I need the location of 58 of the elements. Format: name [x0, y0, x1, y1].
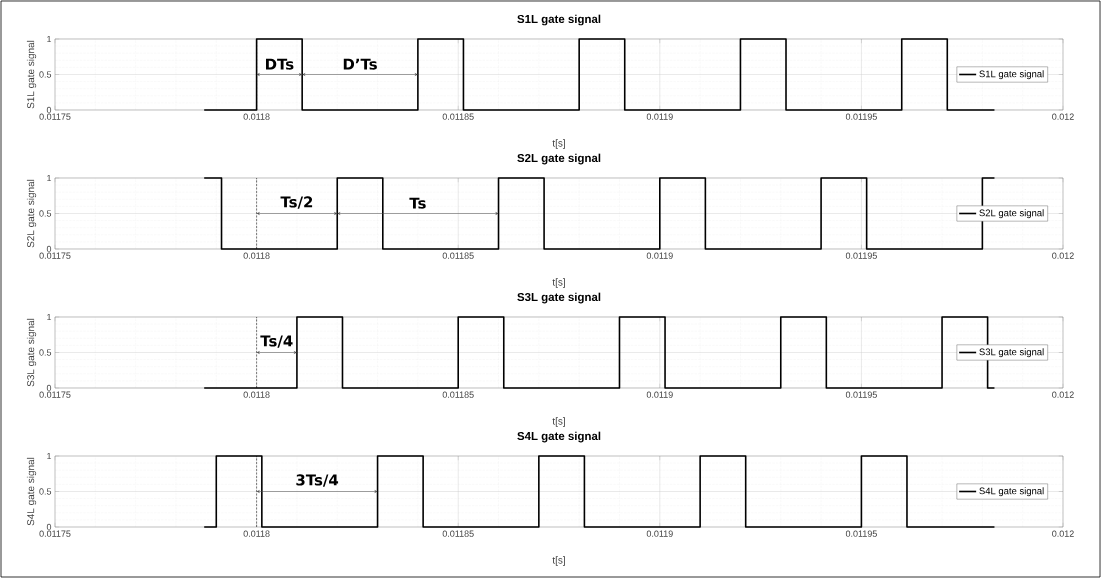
x-tick-label: 0.012 — [1052, 113, 1074, 120]
annotation: D’Ts — [343, 58, 377, 70]
x-tick-label: 0.01175 — [39, 530, 71, 537]
chart-title: S2L gate signal — [517, 153, 601, 165]
y-tick-label: 1 — [47, 174, 52, 182]
annotation: DTs — [266, 58, 294, 70]
x-axis-title: t[s] — [552, 417, 565, 427]
chart-title: S1L gate signal — [517, 14, 601, 26]
x-axis-title: t[s] — [552, 556, 565, 566]
x-tick-label: 0.0118 — [243, 391, 270, 398]
x-tick-label: 0.0119 — [646, 252, 673, 259]
x-tick-label: 0.01185 — [442, 391, 474, 398]
x-tick-label: 0.0118 — [243, 113, 270, 120]
y-tick-label: 0.5 — [39, 488, 52, 495]
y-axis-title: S4L gate signal — [26, 457, 37, 526]
legend-label: S3L gate signal — [979, 348, 1044, 358]
x-tick-label: 0.0119 — [646, 113, 673, 120]
x-axis-title: t[s] — [552, 139, 565, 149]
x-tick-label: 0.0118 — [243, 530, 270, 537]
x-tick-label: 0.012 — [1052, 252, 1074, 259]
x-tick-label: 0.01195 — [845, 252, 877, 259]
x-tick-label: 0.01195 — [845, 113, 877, 120]
y-tick-label: 0.5 — [39, 349, 52, 356]
annotation: Ts/4 — [260, 335, 293, 348]
legend-label: S2L gate signal — [979, 209, 1044, 219]
annotation: 3Ts/4 — [296, 474, 339, 487]
x-tick-label: 0.0119 — [646, 530, 673, 537]
x-tick-label: 0.01185 — [442, 252, 474, 259]
chart-title: S3L gate signal — [517, 292, 601, 304]
x-tick-label: 0.012 — [1052, 530, 1074, 537]
annotation: Ts — [409, 197, 426, 209]
y-axis-title: S1L gate signal — [26, 40, 37, 109]
y-tick-label: 0 — [46, 384, 52, 392]
x-tick-label: 0.01185 — [442, 113, 474, 120]
y-tick-label: 0 — [46, 523, 52, 531]
y-tick-label: 0 — [46, 106, 52, 114]
chart-title: S4L gate signal — [517, 431, 601, 443]
x-tick-label: 0.01195 — [845, 391, 877, 398]
y-tick-label: 0.5 — [39, 71, 52, 78]
y-axis-title: S3L gate signal — [26, 318, 37, 387]
x-tick-label: 0.0119 — [646, 391, 673, 398]
x-tick-label: 0.01175 — [39, 113, 71, 120]
legend-label: S4L gate signal — [979, 487, 1044, 497]
x-tick-label: 0.01175 — [39, 391, 71, 398]
y-axis-title: S2L gate signal — [26, 179, 37, 248]
y-tick-label: 1 — [47, 313, 52, 321]
legend-label: S1L gate signal — [979, 70, 1044, 80]
y-tick-label: 0 — [46, 245, 52, 253]
y-tick-label: 1 — [47, 452, 52, 460]
x-tick-label: 0.01175 — [39, 252, 71, 259]
y-tick-label: 1 — [47, 35, 52, 43]
x-tick-label: 0.012 — [1052, 391, 1074, 398]
annotation: Ts/2 — [280, 196, 313, 209]
x-tick-label: 0.0118 — [243, 252, 270, 259]
x-tick-label: 0.01185 — [442, 530, 474, 537]
x-axis-title: t[s] — [552, 278, 565, 288]
y-tick-label: 0.5 — [39, 210, 52, 217]
x-tick-label: 0.01195 — [845, 530, 877, 537]
